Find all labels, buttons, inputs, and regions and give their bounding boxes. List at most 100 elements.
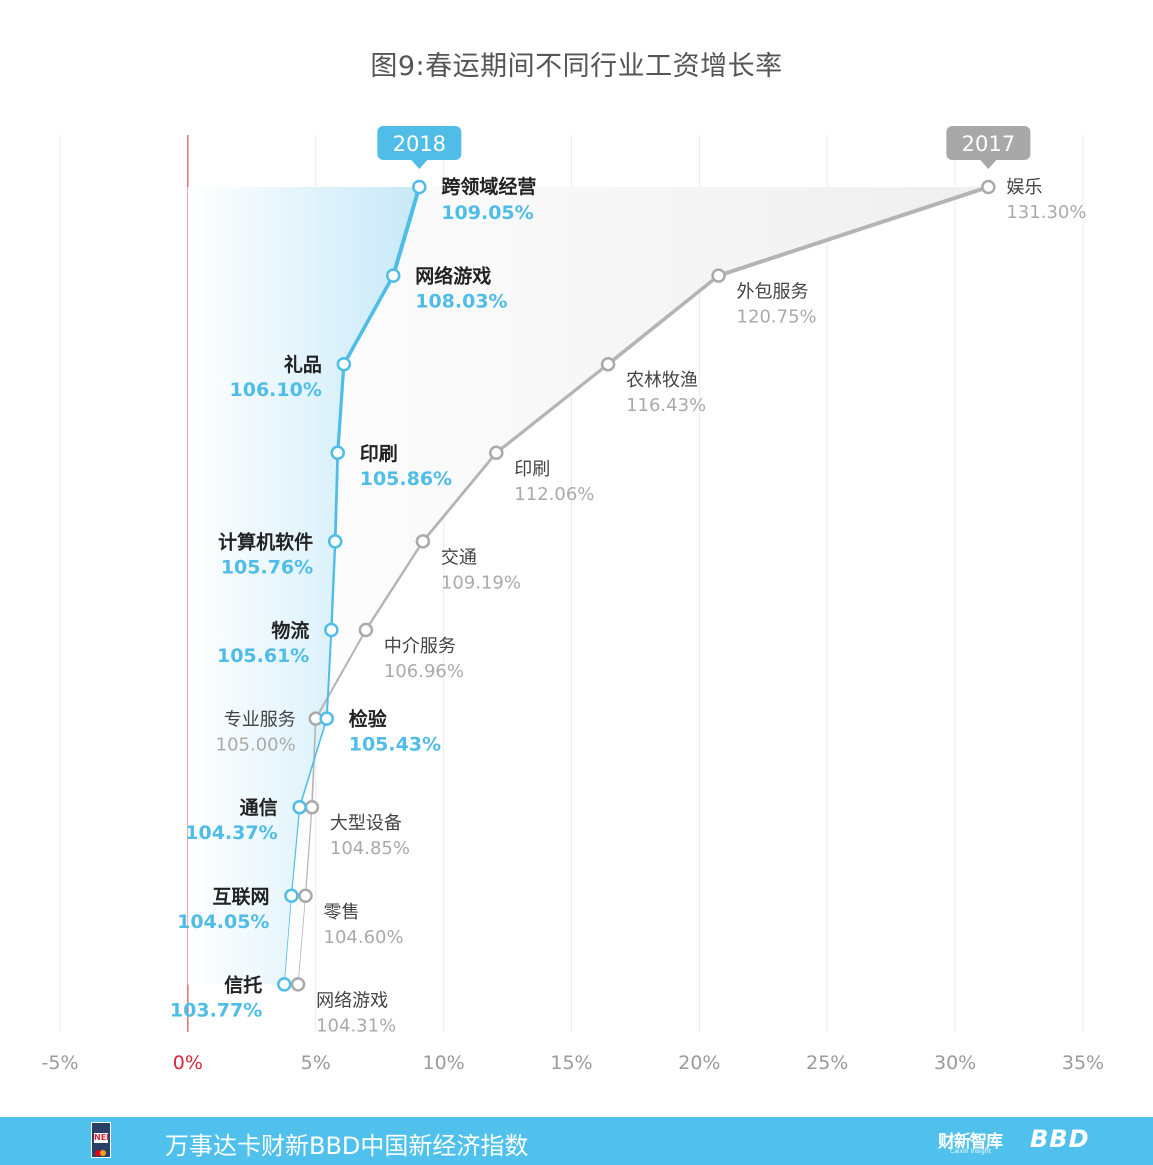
series-2017-category-label: 交通 xyxy=(441,547,477,568)
series-2017-value-label: 104.60% xyxy=(324,927,404,948)
series-2018-line-segment xyxy=(391,185,422,278)
series-2018-legend-badge-box xyxy=(377,126,462,160)
series-2018-legend-badge-text: 2018 xyxy=(393,132,446,156)
footer-bar: NEI 万事达卡财新BBD中国新经济指数 财新智库 Caixin Insight… xyxy=(0,1117,1153,1165)
series-2018-point xyxy=(327,534,343,549)
x-tick-label: -5% xyxy=(42,1052,79,1074)
series-2017-line-segment xyxy=(364,540,425,632)
series-2017-category-label: 网络游戏 xyxy=(316,990,388,1011)
series-2017-value-label: 112.06% xyxy=(514,484,594,505)
x-tick-label: 35% xyxy=(1062,1052,1104,1074)
series-2017-point xyxy=(290,977,306,992)
series-2017-category-label: 专业服务 xyxy=(224,710,296,731)
x-tick-label: 10% xyxy=(423,1052,465,1074)
bbd-logo: BBD xyxy=(1030,1125,1090,1153)
series-2017-point xyxy=(415,534,431,549)
series-2017-category-label: 大型设备 xyxy=(330,813,402,834)
series-2018-category-label: 计算机软件 xyxy=(218,530,313,553)
nei-logo-text: NEI xyxy=(94,1133,110,1143)
x-tick-label: 15% xyxy=(550,1052,592,1074)
series-2017-value-label: 120.75% xyxy=(737,307,817,328)
series-2018-value-label: 104.05% xyxy=(177,911,269,933)
series-2018-line-segment xyxy=(325,629,333,720)
series-2018-point xyxy=(277,977,292,992)
series-2018-category-label: 互联网 xyxy=(212,886,269,908)
series-2018-point xyxy=(385,268,401,283)
series-2018-legend-badge: 2018 xyxy=(377,126,462,169)
series-2017-legend-badge-box xyxy=(946,126,1031,160)
series-2017-legend-badge-pointer xyxy=(980,160,997,169)
series-2018-category-label: 跨领域经营 xyxy=(441,175,536,198)
series-2017-line-segment xyxy=(304,806,313,897)
series-2018-value-label: 105.76% xyxy=(221,556,313,578)
series-2017-point xyxy=(298,888,313,904)
series-2017-value-label: 104.31% xyxy=(316,1015,396,1036)
series-2018-area xyxy=(187,187,420,985)
series-2017-value-label: 131.30% xyxy=(1006,202,1086,223)
series-2018-value-label: 103.77% xyxy=(170,999,262,1021)
series-2018-line-segment xyxy=(333,451,340,543)
series-2018-value-label: 105.86% xyxy=(360,468,452,490)
series-2018-line-segment xyxy=(290,806,301,897)
series-2018-category-label: 礼品 xyxy=(284,353,322,376)
series-2018-point xyxy=(324,622,339,638)
series-2017-value-label: 104.85% xyxy=(330,838,410,859)
series-2017-point xyxy=(304,799,320,815)
series-2018-point xyxy=(292,799,307,815)
series-2017-category-label: 中介服务 xyxy=(384,636,456,657)
series-2018-value-label: 108.03% xyxy=(415,291,507,313)
series-2018-line-segment xyxy=(336,362,346,455)
series-2017-point xyxy=(600,356,616,372)
series-2018-line-segment xyxy=(342,273,396,367)
series-2018-line-segment xyxy=(298,717,328,809)
series-2018-category-label: 信托 xyxy=(224,973,262,996)
series-2017-value-label: 109.19% xyxy=(441,572,521,593)
series-2017-value-label: 116.43% xyxy=(626,395,706,416)
series-2018-category-label: 网络游戏 xyxy=(415,265,491,288)
series-2018-value-label: 105.43% xyxy=(349,734,441,756)
caixin-insight-logo: 财新智库 xyxy=(938,1132,1003,1152)
series-2018-point xyxy=(330,445,345,461)
series-2017-area xyxy=(187,187,989,985)
series-2017-category-label: 印刷 xyxy=(514,459,550,480)
series-2017-category-label: 娱乐 xyxy=(1006,177,1042,198)
x-tick-label: 25% xyxy=(806,1052,848,1074)
series-2018-point xyxy=(319,711,334,726)
series-2017-line-segment xyxy=(606,273,721,367)
series-2018-value-label: 104.37% xyxy=(185,822,277,844)
series-2017-point xyxy=(981,179,996,195)
series-2017-point xyxy=(358,622,374,638)
series-2018-line-segment xyxy=(330,540,337,632)
caixin-insight-sublabel: Caixin Insight xyxy=(950,1148,991,1155)
series-2018-point xyxy=(284,888,299,904)
series-2018-line-segment xyxy=(283,895,292,985)
series-2017-value-label: 106.96% xyxy=(384,661,464,682)
x-tick-label: 20% xyxy=(678,1052,720,1074)
series-2018-category-label: 物流 xyxy=(271,619,309,642)
x-tick-label: 5% xyxy=(301,1052,331,1074)
chart-title: 图9:春运期间不同行业工资增长率 xyxy=(370,51,783,82)
series-2017-line-segment xyxy=(297,895,306,985)
series-2017-line-segment xyxy=(494,362,610,455)
x-tick-label: 0% xyxy=(173,1052,203,1074)
series-2018-value-label: 109.05% xyxy=(441,202,533,224)
series-2017-line-segment xyxy=(314,629,367,720)
series-2017-line-segment xyxy=(421,451,498,543)
series-2018-legend-badge-pointer xyxy=(411,160,428,169)
series-2018-point xyxy=(336,356,352,372)
series-2018-category-label: 通信 xyxy=(240,796,278,819)
series-2017-line-segment xyxy=(716,185,991,278)
series-2018-category-label: 印刷 xyxy=(360,443,398,465)
series-2017-point xyxy=(489,445,504,461)
x-tick-label: 30% xyxy=(934,1052,976,1074)
series-2017-category-label: 零售 xyxy=(324,902,360,923)
series-2018-category-label: 检验 xyxy=(349,708,388,731)
series-2017-value-label: 105.00% xyxy=(216,735,296,756)
series-2017-category-label: 农林牧渔 xyxy=(626,370,698,391)
series-2018-point xyxy=(412,179,427,195)
series-2018-value-label: 106.10% xyxy=(230,379,322,401)
series-2017-category-label: 外包服务 xyxy=(737,282,809,303)
series-2017-legend-badge-text: 2017 xyxy=(962,132,1015,156)
footer-title: 万事达卡财新BBD中国新经济指数 xyxy=(165,1132,529,1160)
series-2017-point xyxy=(711,268,726,283)
